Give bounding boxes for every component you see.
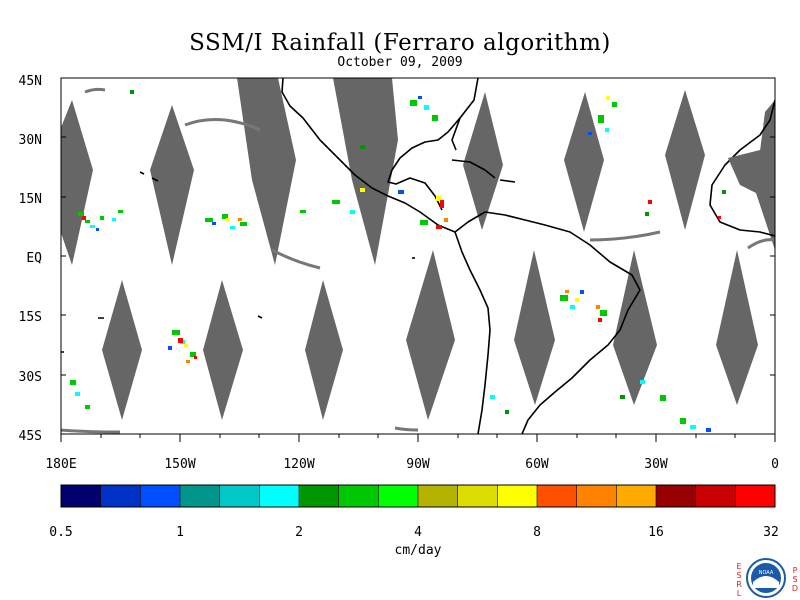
- swath-gap: [463, 92, 503, 230]
- colorbar-tick-label: 8: [533, 525, 541, 540]
- colorbar-swatch: [299, 485, 340, 507]
- swath-gap: [406, 250, 455, 420]
- colorbar-swatch: [735, 485, 776, 507]
- swath-gap: [203, 280, 243, 420]
- colorbar-tick-label: 0.5: [49, 525, 72, 540]
- noaa-logo-text: NOAA: [759, 570, 774, 576]
- colorbar-tick-label: 2: [295, 525, 303, 540]
- swath-gap: [333, 78, 398, 265]
- swath-gap: [514, 250, 555, 405]
- no-data-swaths: [61, 78, 775, 420]
- swath-gap: [564, 92, 604, 232]
- lat-axis: 45N 30N 15N EQ 15S 30S 45S: [19, 74, 775, 444]
- lat-label-30s: 30S: [19, 370, 42, 385]
- swath-gap: [237, 78, 296, 265]
- colorbar-swatch: [656, 485, 697, 507]
- lon-label-180e: 180E: [45, 457, 76, 472]
- colorbar-tick-label: 16: [648, 525, 664, 540]
- noaa-bird-icon: [753, 576, 779, 588]
- swath-gap: [613, 250, 657, 405]
- lat-label-30n: 30N: [19, 133, 42, 148]
- no-data-land: [728, 150, 775, 200]
- colorbar-swatch: [100, 485, 141, 507]
- colorbar-swatch: [616, 485, 657, 507]
- coastlines: [61, 78, 775, 434]
- swath-gap: [665, 90, 705, 230]
- colorbar-tick-label: 32: [763, 525, 779, 540]
- colorbar-swatch: [219, 485, 260, 507]
- swath-edges: [61, 87, 775, 434]
- lat-label-45n: 45N: [19, 74, 42, 89]
- swath-gap: [305, 280, 343, 420]
- lat-label-eq: EQ: [26, 251, 42, 266]
- colorbar-swatch: [140, 485, 181, 507]
- colorbar-swatch: [497, 485, 538, 507]
- lon-label-120w: 120W: [283, 457, 314, 472]
- swath-gap: [716, 250, 758, 405]
- lon-label-150w: 150W: [164, 457, 195, 472]
- colorbar-swatch: [576, 485, 617, 507]
- colorbar-swatch: [695, 485, 736, 507]
- swath-gap: [102, 280, 142, 420]
- colorbar-swatch: [259, 485, 300, 507]
- map-date: October 09, 2009: [337, 55, 463, 70]
- lon-label-0: 0: [771, 457, 779, 472]
- colorbar-swatch: [457, 485, 498, 507]
- lon-label-30w: 30W: [644, 457, 668, 472]
- lat-label-15n: 15N: [19, 192, 42, 207]
- lat-label-45s: 45S: [19, 429, 42, 444]
- color-bar: [60, 484, 776, 508]
- colorbar-swatch: [180, 485, 221, 507]
- swath-gap: [61, 100, 93, 265]
- rain-cells: [70, 90, 726, 432]
- swath-gap: [150, 105, 194, 265]
- colorbar-tick-label: 1: [176, 525, 184, 540]
- colorbar-tick-label: 4: [414, 525, 422, 540]
- colorbar-swatch: [537, 485, 578, 507]
- map-title: SSM/I Rainfall (Ferraro algorithm): [189, 30, 611, 56]
- colorbar-swatch: [378, 485, 419, 507]
- lon-axis: 180E 150W 120W 90W 60W 30W 0: [45, 434, 779, 472]
- colorbar-swatch: [418, 485, 459, 507]
- lat-label-15s: 15S: [19, 310, 42, 325]
- colorbar-swatch: [338, 485, 379, 507]
- colorbar-unit: cm/day: [395, 543, 442, 558]
- lon-label-60w: 60W: [525, 457, 549, 472]
- colorbar-labels: 0.5 1 2 4 8 16 32 cm/day: [49, 525, 779, 558]
- colorbar-swatch: [61, 485, 102, 507]
- lon-label-90w: 90W: [406, 457, 430, 472]
